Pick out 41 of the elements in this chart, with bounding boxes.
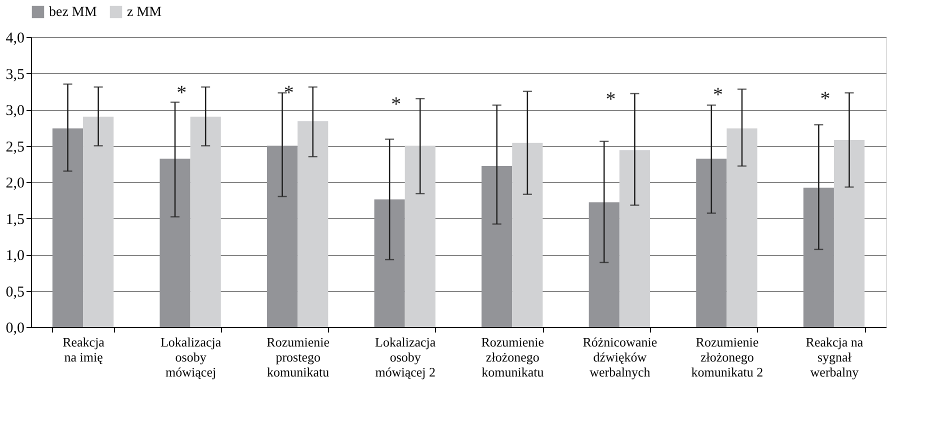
data-label: * <box>606 88 616 111</box>
x-tick-label: Reakcja na imię <box>62 334 105 364</box>
data-label: * <box>284 82 294 104</box>
x-tick-label: Lokalizacja osoby mówiącej 2 <box>375 334 436 380</box>
x-tick-label: Różnicowanie dźwięków werbalnych <box>582 334 658 380</box>
y-tick-label: 3,0 <box>6 103 24 119</box>
y-tick-label: 2,0 <box>6 176 24 192</box>
y-tick-label: 2,5 <box>6 139 24 156</box>
x-tick-label: Lokalizacja osoby mówiącej <box>160 334 222 380</box>
data-label: * <box>176 82 187 104</box>
bar <box>267 146 298 327</box>
data-label: * <box>712 84 723 106</box>
legend-label: z MM <box>127 5 162 20</box>
x-tick-label: Rozumienie złożonego komunikatu <box>481 334 544 380</box>
bar <box>404 146 436 327</box>
data-label: * <box>391 94 402 116</box>
data-label: * <box>820 88 830 110</box>
y-tick-label: 0,0 <box>6 320 24 336</box>
y-tick-label: 0,5 <box>6 284 24 300</box>
bar <box>190 116 221 327</box>
bar <box>803 188 834 327</box>
bar <box>512 142 543 327</box>
x-tick-label: Rozumienie prostego komunikatu <box>266 334 330 380</box>
bar <box>619 150 650 327</box>
y-tick-label: 1,0 <box>6 248 24 264</box>
bar <box>374 199 405 327</box>
bar <box>298 121 328 327</box>
bar <box>834 140 865 327</box>
bar <box>588 202 620 327</box>
y-tick-label: 3,5 <box>6 66 24 83</box>
bar <box>83 116 114 327</box>
bar <box>726 128 758 327</box>
y-tick-label: 4,0 <box>6 30 24 46</box>
bar <box>482 166 512 327</box>
legend-label: bez MM <box>49 5 98 20</box>
y-tick-label: 1,5 <box>6 212 24 228</box>
bar <box>52 128 84 327</box>
x-tick-label: Reakcja na sygnał werbalny <box>806 334 864 380</box>
bar <box>160 158 190 327</box>
x-tick-label: Rozumienie złożonego komunikatu 2 <box>691 334 764 380</box>
bar <box>696 158 727 327</box>
